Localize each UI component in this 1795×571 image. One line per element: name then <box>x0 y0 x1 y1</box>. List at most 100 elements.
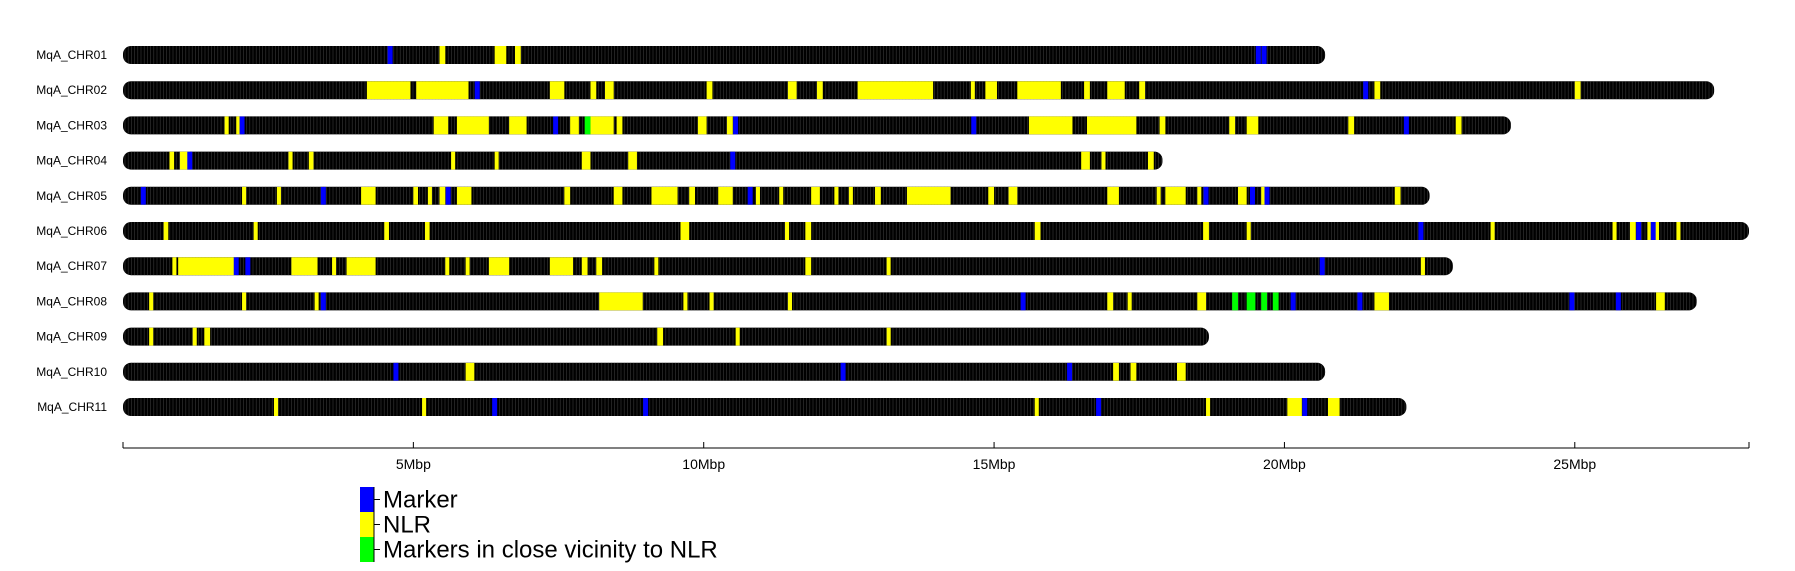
marker <box>1319 257 1325 276</box>
nlr-region <box>424 222 430 240</box>
marker-near-nlr <box>1246 292 1256 311</box>
nlr-region <box>163 222 169 240</box>
marker <box>393 362 399 381</box>
nlr-region <box>581 257 588 276</box>
chromosome-bar <box>123 292 1697 311</box>
nlr-region <box>1139 81 1146 100</box>
nlr-region <box>169 151 175 170</box>
nlr-region <box>1246 116 1259 135</box>
legend-item: NLR <box>360 512 431 539</box>
nlr-region <box>1107 186 1119 205</box>
nlr-region <box>1156 186 1161 205</box>
nlr-region <box>604 81 614 100</box>
chromosome-label: MqA_CHR10 <box>36 365 107 379</box>
nlr-region <box>1629 222 1636 240</box>
nlr-region <box>779 186 784 205</box>
nlr-region <box>1081 151 1090 170</box>
nlr-region <box>1490 222 1495 240</box>
marker <box>245 257 251 276</box>
nlr-region <box>886 327 891 346</box>
x-axis: 5Mbp 10Mbp 15Mbp 20Mbp 25Mbp <box>122 442 1750 472</box>
marker <box>733 116 739 135</box>
marker <box>140 186 146 205</box>
chromosome-MqA_CHR11: MqA_CHR11 <box>37 398 1407 416</box>
nlr-region <box>886 257 891 276</box>
nlr-region <box>1159 116 1166 135</box>
marker <box>187 151 193 170</box>
marker <box>320 186 326 205</box>
marker <box>445 186 451 205</box>
nlr-region <box>590 116 614 135</box>
chromosome-MqA_CHR04: MqA_CHR04 <box>36 151 1163 170</box>
nlr-region <box>451 151 456 170</box>
nlr-region <box>439 46 446 64</box>
nlr-region <box>596 257 603 276</box>
chromosome-texture <box>124 362 1326 381</box>
nlr-region <box>1455 116 1462 135</box>
chromosome-label: MqA_CHR07 <box>36 259 107 273</box>
nlr-region <box>366 81 411 100</box>
nlr-region <box>616 116 623 135</box>
nlr-region <box>1034 398 1039 416</box>
nlr-region <box>599 292 643 311</box>
chromosome-MqA_CHR09: MqA_CHR09 <box>36 327 1209 346</box>
nlr-region <box>1084 81 1090 100</box>
nlr-region <box>680 222 690 240</box>
nlr-region <box>613 186 623 205</box>
nlr-region <box>224 116 229 135</box>
marker <box>233 257 239 276</box>
marker <box>1264 186 1270 205</box>
nlr-region <box>570 116 579 135</box>
legend-label: Markers in close vicinity to NLR <box>383 537 718 564</box>
nlr-region <box>1420 257 1425 276</box>
chromosome-MqA_CHR02: MqA_CHR02 <box>36 81 1715 100</box>
nlr-region <box>253 222 258 240</box>
nlr-region <box>1237 186 1247 205</box>
marker <box>1249 186 1255 205</box>
nlr-region <box>456 116 489 135</box>
x-tick-label: 15Mbp <box>973 456 1016 472</box>
nlr-region <box>456 186 472 205</box>
nlr-region <box>985 81 997 100</box>
nlr-region <box>834 186 839 205</box>
chromosome-bar <box>123 186 1430 205</box>
nlr-region <box>427 186 432 205</box>
chromosome-texture <box>124 327 1207 346</box>
chromosome-MqA_CHR06: MqA_CHR06 <box>36 222 1749 240</box>
marker-near-nlr <box>584 116 591 135</box>
nlr-region <box>1394 186 1401 205</box>
nlr-region <box>651 186 678 205</box>
legend-item: Markers in close vicinity to NLR <box>360 537 718 564</box>
nlr-region <box>1374 292 1389 311</box>
chromosome-MqA_CHR07: MqA_CHR07 <box>36 257 1453 276</box>
nlr-region <box>445 257 450 276</box>
nlr-region <box>549 257 574 276</box>
nlr-region <box>494 151 499 170</box>
legend-swatch <box>360 512 374 537</box>
x-tick-label: 10Mbp <box>682 456 725 472</box>
nlr-region <box>654 257 659 276</box>
nlr-region <box>906 186 951 205</box>
nlr-region <box>683 292 688 311</box>
chromosome-bar <box>123 46 1326 64</box>
nlr-region <box>276 186 281 205</box>
chromosome-texture <box>124 398 1406 416</box>
chromosome-MqA_CHR10: MqA_CHR10 <box>36 362 1326 381</box>
marker <box>1363 81 1369 100</box>
nlr-region <box>433 116 449 135</box>
nlr-region <box>875 186 881 205</box>
nlr-region <box>465 362 475 381</box>
chromosome-label: MqA_CHR05 <box>36 189 107 203</box>
nlr-region <box>1017 81 1061 100</box>
legend-item: Marker <box>360 487 458 514</box>
marker <box>1403 116 1409 135</box>
nlr-region <box>273 398 279 416</box>
nlr-region <box>1086 116 1137 135</box>
nlr-region <box>1197 186 1202 205</box>
marker <box>1020 292 1026 311</box>
nlr-region <box>1229 116 1236 135</box>
chromosome-MqA_CHR03: MqA_CHR03 <box>36 116 1511 135</box>
nlr-region <box>755 186 760 205</box>
nlr-region <box>1028 116 1073 135</box>
